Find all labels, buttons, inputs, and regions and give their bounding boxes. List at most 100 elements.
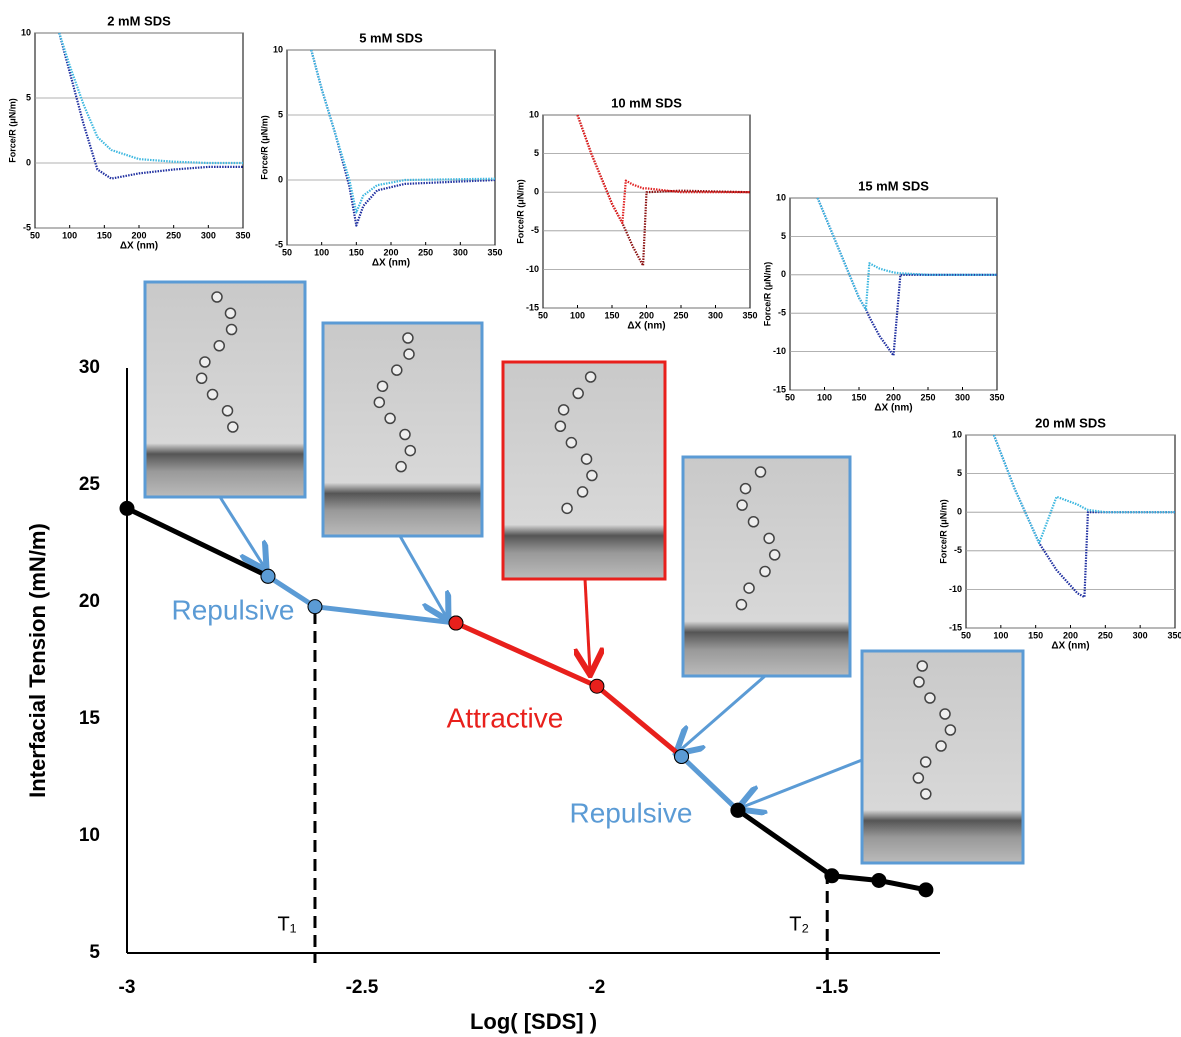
x-tick-label: 100 (817, 392, 832, 402)
x-tick-label: -2.5 (346, 977, 379, 998)
y-tick-label: -10 (526, 264, 539, 274)
y-tick-label: 10 (952, 429, 962, 439)
x-tick-label: 50 (961, 630, 971, 640)
droplet (735, 598, 748, 611)
x-tick-label: 50 (30, 230, 40, 240)
y-tick-label: 15 (79, 708, 101, 729)
y-tick-label: 5 (278, 109, 283, 119)
y-tick-label: 0 (278, 174, 283, 184)
arrow (218, 496, 265, 568)
y-axis-label: Force/R (μN/m) (515, 179, 525, 244)
x-tick-label: 200 (886, 392, 901, 402)
droplet (763, 532, 775, 545)
droplet (916, 660, 929, 672)
data-point (674, 748, 690, 764)
y-axis-label: Force/R (μN/m) (938, 499, 948, 564)
y-tick-label: 0 (957, 507, 962, 517)
x-tick-label: -3 (119, 977, 136, 998)
y-tick-label: 20 (79, 591, 100, 612)
x-tick-label: 250 (418, 247, 433, 257)
droplet (554, 420, 567, 432)
y-tick-label: -5 (778, 308, 786, 318)
x-tick-label: 350 (1167, 630, 1181, 640)
y-tick-label: -5 (23, 222, 31, 232)
data-point (260, 568, 276, 584)
y-tick-label: 10 (273, 44, 283, 54)
x-tick-label: 300 (1133, 630, 1148, 640)
x-tick-label: 50 (538, 310, 548, 320)
y-tick-label: -15 (773, 384, 786, 394)
data-line (125, 506, 270, 579)
data-line (816, 197, 997, 311)
y-tick-label: 5 (26, 92, 31, 102)
droplet (199, 356, 211, 368)
droplet (227, 421, 239, 433)
data-point (119, 500, 135, 516)
droplet (739, 482, 752, 495)
droplet (225, 323, 238, 336)
chart-title: 2 mM SDS (107, 13, 171, 28)
y-tick-label: 0 (534, 187, 539, 197)
y-tick-label: -5 (954, 545, 962, 555)
y-tick-label: -15 (526, 302, 539, 312)
droplet (754, 466, 767, 478)
droplet (743, 582, 755, 594)
data-point (918, 882, 934, 898)
arrow (398, 535, 447, 618)
droplet (376, 380, 389, 392)
y-tick-label: 5 (89, 942, 100, 963)
x-tick-label: 150 (1028, 630, 1043, 640)
droplet (395, 460, 407, 473)
x-tick-label: 300 (955, 392, 970, 402)
x-tick-label: 350 (487, 247, 502, 257)
data-point (448, 615, 464, 631)
x-tick-label: 250 (1098, 630, 1113, 640)
annotation: Attractive (447, 702, 564, 733)
data-line (992, 434, 1175, 599)
data-line (736, 808, 927, 893)
droplet (403, 348, 415, 360)
photo (860, 649, 1025, 865)
y-tick-label: -5 (531, 225, 539, 235)
y-tick-label: 5 (781, 231, 786, 241)
droplet (561, 502, 573, 515)
droplet (213, 340, 226, 352)
y-tick-label: 10 (21, 27, 31, 37)
x-tick-label: 300 (201, 230, 216, 240)
droplet (580, 453, 593, 465)
droplet (919, 756, 932, 768)
y-tick-label: 0 (781, 269, 786, 279)
arrow (585, 578, 590, 672)
y-axis-label: Force/R (μN/m) (762, 262, 772, 327)
y-tick-label: 10 (79, 825, 100, 846)
x-tick-label: 200 (639, 310, 654, 320)
x-axis-label: ΔX (nm) (1051, 641, 1089, 652)
droplet (565, 436, 578, 449)
data-line (310, 49, 496, 227)
data-point (589, 678, 605, 694)
droplet (373, 396, 386, 409)
x-tick-label: 250 (673, 310, 688, 320)
y-tick-label: -15 (949, 622, 962, 632)
droplet (557, 404, 570, 416)
plot-frame (34, 32, 244, 229)
x-axis-label: ΔX (nm) (372, 258, 410, 269)
y-tick-label: -10 (773, 346, 786, 356)
x-tick-label: 100 (62, 230, 77, 240)
droplet (221, 405, 234, 417)
droplet (759, 565, 771, 578)
plot-frame (286, 49, 496, 246)
x-tick-label: 150 (604, 310, 619, 320)
x-tick-label: 50 (785, 392, 795, 402)
x-axis-label: ΔX (nm) (874, 403, 912, 414)
data-line (576, 114, 750, 225)
x-tick-label: 150 (349, 247, 364, 257)
droplet (195, 372, 208, 384)
x-axis-label: ΔX (nm) (627, 321, 665, 332)
x-tick-label: 150 (851, 392, 866, 402)
x-tick-label: 50 (282, 247, 292, 257)
x-tick-label: 100 (314, 247, 329, 257)
x-tick-label: 250 (166, 230, 181, 240)
y-tick-label: 10 (529, 109, 539, 119)
